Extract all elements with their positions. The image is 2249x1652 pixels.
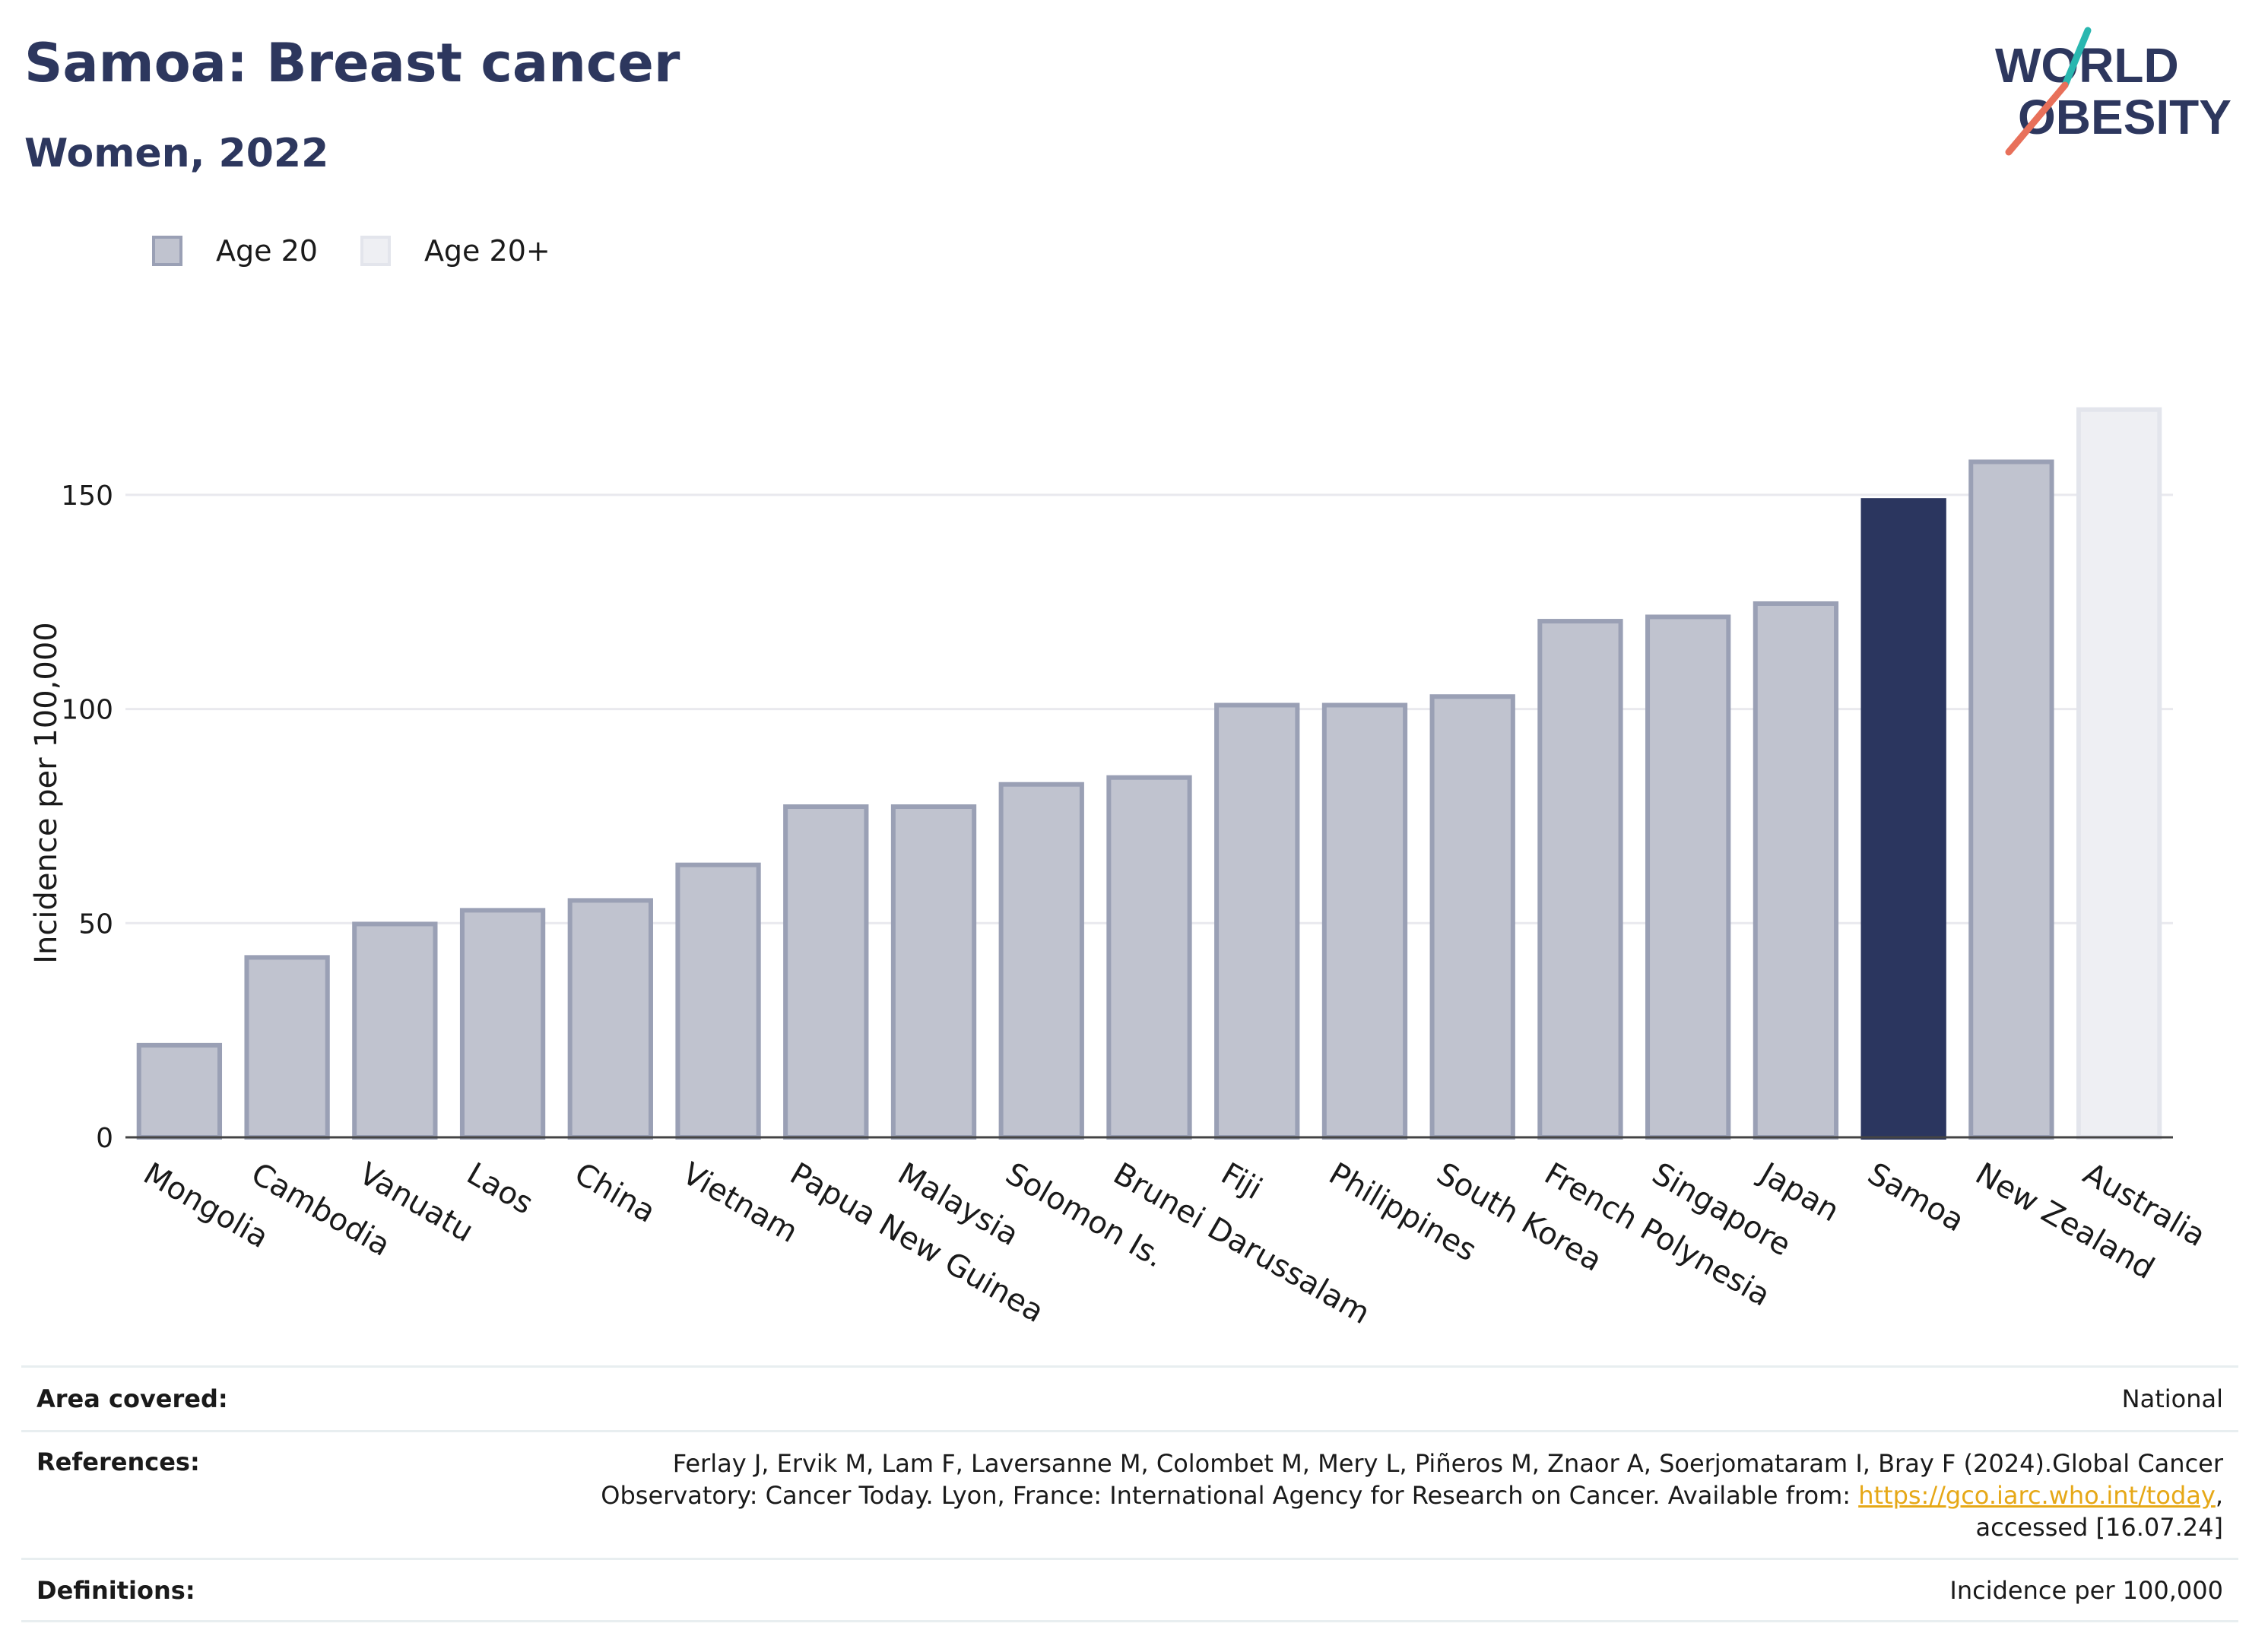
y-tick-label-50: 50 [78, 908, 113, 940]
bar-vanuatu [352, 921, 438, 1140]
bar-malaysia [890, 804, 977, 1140]
bar-french-polynesia [1537, 619, 1623, 1140]
bar-cambodia [244, 955, 330, 1140]
bar-solomon-is [998, 782, 1084, 1140]
y-tick-label-150: 150 [61, 480, 113, 512]
y-tick-label-0: 0 [96, 1123, 113, 1154]
x-tick-label-laos: Laos [461, 1156, 539, 1222]
bar-laos [459, 908, 546, 1140]
definitions-value: Incidence per 100,000 [1949, 1575, 2223, 1605]
x-tick-label-fiji: Fiji [1215, 1156, 1267, 1207]
legend-item-age-20-plus[interactable]: Age 20+ [360, 234, 550, 268]
info-row-area: Area covered: National [21, 1365, 2238, 1430]
logo-slash-teal [2061, 27, 2092, 89]
legend-swatch-age-20 [152, 236, 182, 266]
references-line-2-comma: , [2215, 1481, 2223, 1510]
legend-label-age-20: Age 20 [216, 234, 318, 268]
info-row-references: References: Ferlay J, Ervik M, Lam F, La… [21, 1430, 2238, 1558]
x-tick-label-vietnam: Vietnam [677, 1156, 804, 1250]
bar-china [567, 898, 653, 1140]
logo-line-1: WORLD [1995, 38, 2179, 93]
chart-legend: Age 20 Age 20+ [152, 228, 593, 274]
x-tick-label-samoa: Samoa [1862, 1156, 1970, 1239]
bar-japan [1753, 601, 1839, 1140]
info-row-definitions: Definitions: Incidence per 100,000 [21, 1558, 2238, 1622]
definitions-label: Definitions: [36, 1575, 195, 1605]
bar-philippines [1321, 702, 1408, 1140]
bar-brunei-darussalam [1106, 775, 1192, 1140]
y-tick-label-100: 100 [61, 695, 113, 726]
bar-south-korea [1429, 694, 1515, 1140]
bar-singapore [1645, 614, 1731, 1140]
logo-slash-coral [2005, 81, 2069, 156]
info-table: Area covered: National References: Ferla… [21, 1365, 2238, 1622]
chart-title: Samoa: Breast cancer [24, 32, 680, 94]
bar-papua-new-guinea [783, 804, 869, 1140]
references-value: Ferlay J, Ervik M, Lam F, Laversanne M, … [601, 1447, 2223, 1543]
legend-label-age-20-plus: Age 20+ [423, 234, 550, 268]
legend-swatch-age-20-plus [360, 236, 391, 266]
bar-australia [2076, 407, 2162, 1140]
references-line-3: accessed [16.07.24] [1975, 1513, 2223, 1542]
bar-samoa [1860, 498, 1946, 1140]
area-covered-value: National [2121, 1384, 2223, 1413]
x-tick-label-new-zealand: New Zealand [1969, 1156, 2160, 1286]
references-line-2: Observatory: Cancer Today. Lyon, France:… [601, 1479, 2223, 1511]
y-axis-label: Incidence per 100,000 [29, 622, 64, 964]
legend-item-age-20[interactable]: Age 20 [152, 234, 318, 268]
area-covered-label: Area covered: [36, 1384, 228, 1413]
bar-fiji [1214, 702, 1300, 1140]
bar-new-zealand [1968, 459, 2054, 1140]
bar-vietnam [675, 862, 761, 1140]
references-line-1: Ferlay J, Ervik M, Lam F, Laversanne M, … [672, 1449, 2223, 1478]
references-link[interactable]: https://gco.iarc.who.int/today [1858, 1481, 2216, 1510]
bar-mongolia [136, 1042, 223, 1140]
world-obesity-logo: WORLD OBESITY [1995, 27, 2232, 156]
references-line-2-text: Observatory: Cancer Today. Lyon, France:… [601, 1481, 1859, 1510]
chart-subtitle: Women, 2022 [24, 131, 329, 176]
x-tick-label-china: China [569, 1156, 661, 1230]
references-label: References: [36, 1447, 200, 1476]
